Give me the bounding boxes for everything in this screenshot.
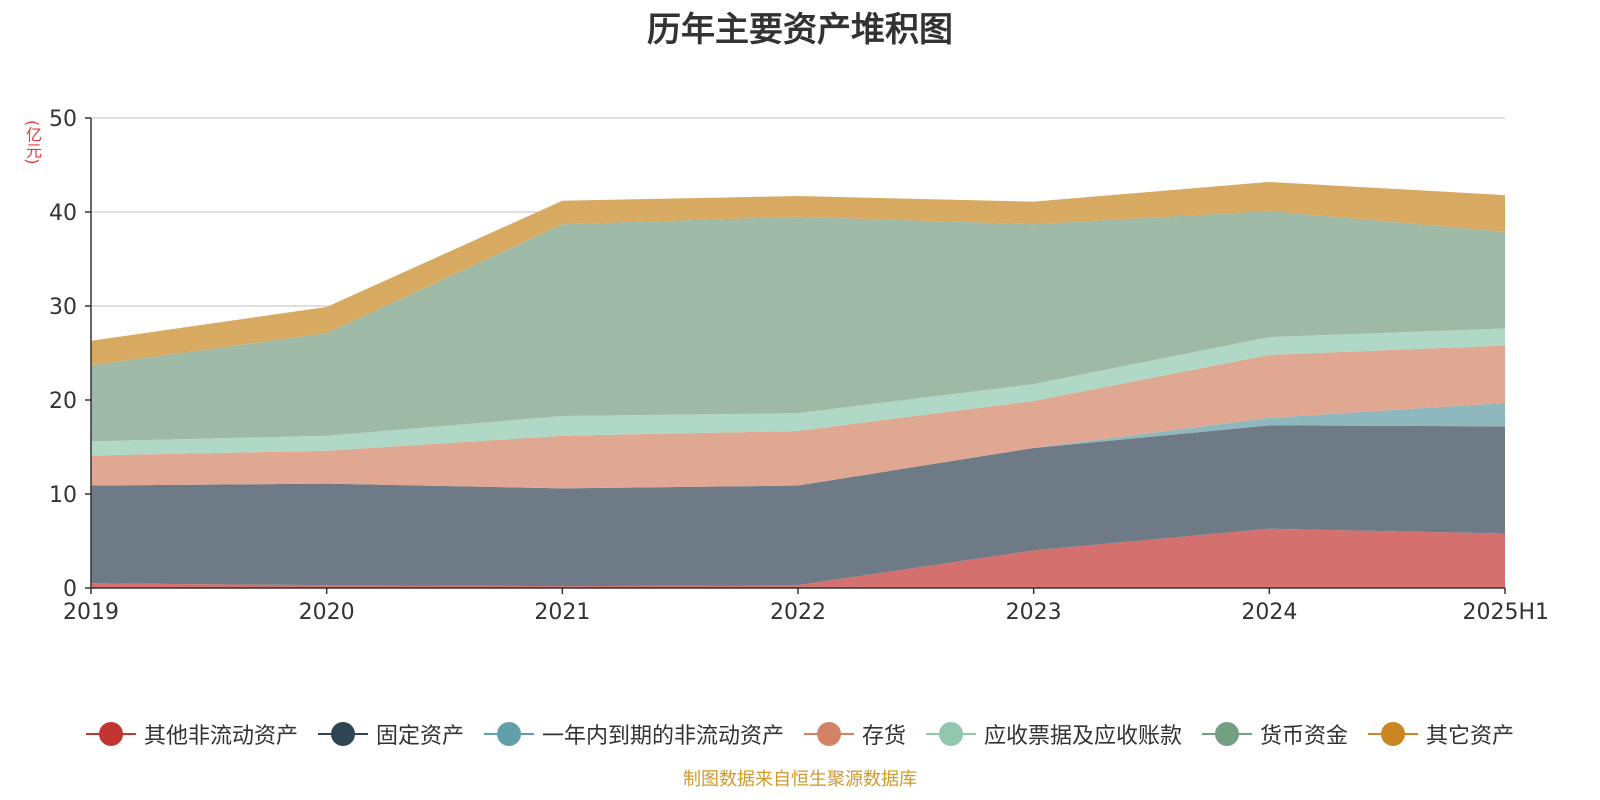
legend: 其他非流动资产 固定资产 一年内到期的非流动资产 存货 应收票据及应收账款 货币资金 其它资…	[0, 718, 1600, 750]
legend-marker-icon	[803, 722, 854, 746]
area-series-1	[91, 425, 1505, 587]
legend-item-1[interactable]: 固定资产	[317, 718, 464, 750]
y-tick-label-0: 0	[63, 577, 77, 602]
x-tick-label-4: 2023	[1006, 600, 1062, 625]
legend-item-0[interactable]: 其他非流动资产	[85, 718, 298, 750]
legend-marker-icon	[317, 722, 368, 746]
chart-title: 历年主要资产堆积图	[647, 10, 953, 50]
y-tick-label-20: 20	[49, 389, 77, 414]
source-note: 制图数据来自恒生聚源数据库	[683, 769, 917, 790]
area-series	[91, 181, 1505, 588]
x-tick-label-6: 2025H1	[1462, 600, 1549, 625]
legend-item-3[interactable]: 存货	[803, 718, 906, 750]
area-series-6	[91, 181, 1505, 366]
x-tick-label-3: 2022	[770, 600, 826, 625]
x-tick-label-1: 2020	[299, 600, 355, 625]
area-series-4	[91, 328, 1505, 456]
legend-label: 应收票据及应收账款	[984, 724, 1183, 749]
legend-marker-icon	[85, 722, 136, 746]
stacked-area-chart: 0 10 20 30 40 50 2019 2020 2021 2022 2023 2024 2025H…	[49, 107, 1549, 625]
x-tick-label-5: 2024	[1241, 600, 1297, 625]
legend-marker-icon	[1202, 722, 1253, 746]
legend-item-2[interactable]: 一年内到期的非流动资产	[483, 718, 784, 750]
y-tick-label-40: 40	[49, 201, 77, 226]
legend-item-6[interactable]: 其它资产	[1368, 718, 1514, 750]
legend-label: 其它资产	[1426, 724, 1515, 749]
area-series-3	[91, 345, 1505, 489]
legend-item-4[interactable]: 应收票据及应收账款	[926, 718, 1182, 750]
legend-label: 货币资金	[1260, 724, 1349, 749]
legend-label: 其他非流动资产	[143, 724, 298, 749]
legend-marker-icon	[1368, 722, 1419, 746]
axes: 0 10 20 30 40 50 2019 2020 2021 2022 2023 2024 2025H…	[49, 107, 1549, 625]
y-tick-label-10: 10	[49, 483, 77, 508]
area-series-5	[91, 211, 1505, 442]
legend-label: 存货	[861, 724, 906, 749]
legend-marker-icon	[483, 722, 534, 746]
y-axis-unit-label: (亿元)	[23, 120, 42, 165]
y-tick-label-30: 30	[49, 295, 77, 320]
legend-marker-icon	[926, 722, 976, 746]
area-series-0	[91, 528, 1505, 588]
y-tick-label-50: 50	[49, 107, 77, 132]
legend-label: 一年内到期的非流动资产	[541, 724, 784, 749]
legend-item-5[interactable]: 货币资金	[1202, 718, 1348, 750]
x-tick-label-0: 2019	[63, 600, 119, 625]
legend-label: 固定资产	[375, 724, 464, 749]
x-tick-label-2: 2021	[534, 600, 590, 625]
